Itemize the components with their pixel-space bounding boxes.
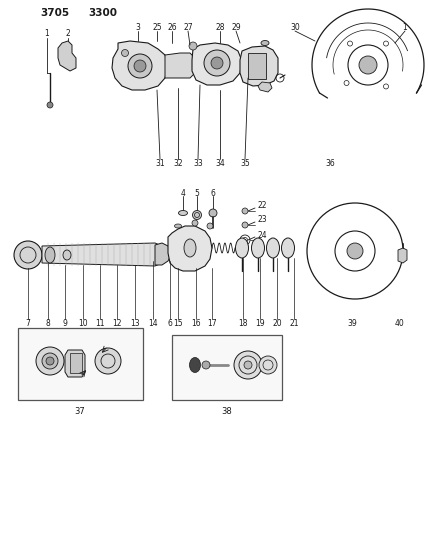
Text: 10: 10	[78, 319, 88, 327]
Circle shape	[122, 50, 128, 56]
Ellipse shape	[63, 250, 71, 260]
Bar	[18, 328, 143, 400]
Text: 18: 18	[238, 319, 248, 327]
Text: 40: 40	[395, 319, 405, 327]
Text: 1: 1	[403, 22, 407, 31]
Circle shape	[134, 60, 146, 72]
Bar	[172, 335, 282, 400]
Text: 8: 8	[46, 319, 51, 327]
Ellipse shape	[252, 238, 265, 258]
Ellipse shape	[175, 224, 181, 228]
Text: 14: 14	[148, 319, 158, 327]
Text: 31: 31	[155, 158, 165, 167]
Text: 25: 25	[152, 22, 162, 31]
Ellipse shape	[235, 238, 249, 258]
Polygon shape	[58, 41, 76, 71]
Text: 19: 19	[255, 319, 265, 327]
Text: 3705: 3705	[40, 8, 70, 18]
Circle shape	[47, 102, 53, 108]
Circle shape	[204, 50, 230, 76]
Text: 7: 7	[26, 319, 30, 327]
Ellipse shape	[267, 238, 279, 258]
Polygon shape	[192, 43, 242, 85]
Ellipse shape	[184, 239, 196, 257]
Text: 35: 35	[240, 158, 250, 167]
Circle shape	[259, 356, 277, 374]
Bar	[248, 53, 266, 79]
Circle shape	[202, 361, 210, 369]
Text: 20: 20	[272, 319, 282, 327]
Text: 4: 4	[181, 189, 185, 198]
Circle shape	[211, 57, 223, 69]
Text: 39: 39	[347, 319, 357, 327]
Polygon shape	[155, 243, 172, 265]
Text: 6: 6	[168, 319, 172, 327]
Polygon shape	[168, 226, 212, 271]
Circle shape	[14, 241, 42, 269]
Circle shape	[192, 220, 198, 226]
Text: 24: 24	[258, 230, 268, 239]
Circle shape	[42, 353, 58, 369]
Bar	[70, 353, 82, 373]
Text: 11: 11	[95, 319, 105, 327]
Text: 3: 3	[136, 22, 140, 31]
Text: 6: 6	[211, 189, 215, 198]
Text: 13: 13	[130, 319, 140, 327]
Circle shape	[193, 211, 202, 220]
Polygon shape	[398, 248, 407, 263]
Text: 30: 30	[290, 22, 300, 31]
Circle shape	[46, 357, 54, 365]
Text: 27: 27	[183, 22, 193, 31]
Polygon shape	[258, 82, 272, 92]
Text: 28: 28	[215, 22, 225, 31]
Circle shape	[242, 208, 248, 214]
Text: 29: 29	[231, 22, 241, 31]
Circle shape	[242, 222, 248, 228]
Ellipse shape	[45, 247, 55, 263]
Circle shape	[207, 223, 213, 229]
Circle shape	[209, 209, 217, 217]
Text: 21: 21	[289, 319, 299, 327]
Text: 26: 26	[167, 22, 177, 31]
Ellipse shape	[178, 211, 187, 215]
Circle shape	[359, 56, 377, 74]
Circle shape	[95, 348, 121, 374]
Text: 3300: 3300	[89, 8, 118, 18]
Text: 15: 15	[173, 319, 183, 327]
Text: 23: 23	[258, 215, 268, 224]
Polygon shape	[240, 46, 278, 86]
Text: 33: 33	[193, 158, 203, 167]
Text: 32: 32	[173, 158, 183, 167]
Circle shape	[234, 351, 262, 379]
Text: 12: 12	[112, 319, 122, 327]
Text: 37: 37	[74, 407, 85, 416]
Text: 38: 38	[222, 407, 232, 416]
Text: 16: 16	[191, 319, 201, 327]
Polygon shape	[65, 350, 85, 377]
Circle shape	[347, 243, 363, 259]
Text: 1: 1	[45, 28, 49, 37]
Text: 2: 2	[65, 28, 70, 37]
Ellipse shape	[261, 41, 269, 45]
Ellipse shape	[282, 238, 294, 258]
Circle shape	[189, 42, 197, 50]
Text: 36: 36	[325, 158, 335, 167]
Circle shape	[36, 347, 64, 375]
Circle shape	[244, 361, 252, 369]
Text: 34: 34	[215, 158, 225, 167]
Ellipse shape	[190, 358, 200, 373]
Text: 17: 17	[207, 319, 217, 327]
Text: 9: 9	[62, 319, 68, 327]
Polygon shape	[42, 243, 165, 266]
Text: 5: 5	[195, 189, 199, 198]
Polygon shape	[112, 41, 168, 90]
Text: 22: 22	[258, 201, 268, 211]
Circle shape	[128, 54, 152, 78]
Polygon shape	[165, 53, 195, 78]
